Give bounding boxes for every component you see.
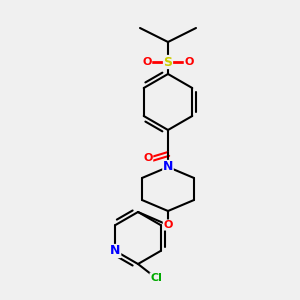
Text: Cl: Cl: [150, 273, 162, 283]
Text: N: N: [163, 160, 173, 173]
Text: O: O: [143, 153, 153, 163]
Text: O: O: [184, 57, 194, 67]
Text: O: O: [142, 57, 152, 67]
Text: N: N: [110, 244, 121, 257]
Text: S: S: [164, 56, 172, 68]
Text: O: O: [163, 220, 173, 230]
